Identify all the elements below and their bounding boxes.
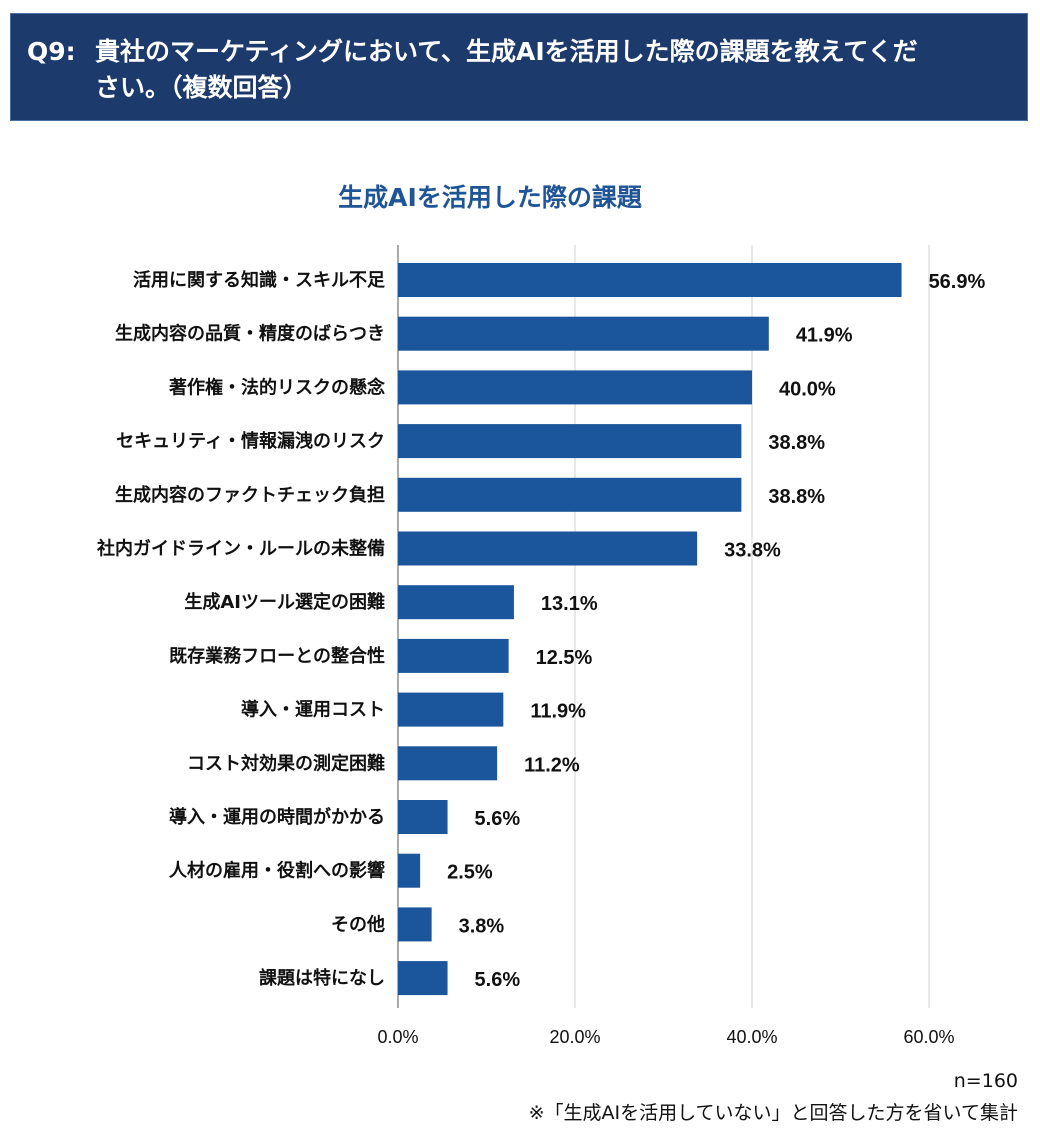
value-label: 3.8% [459,915,505,937]
value-label: 11.9% [530,701,586,723]
x-tick-label: 60.0% [903,1027,954,1047]
value-label: 33.8% [724,540,781,562]
category-label: 導入・運用の時間がかかる [169,806,385,828]
question-text-line1: 貴社のマーケティングにおいて、生成AIを活用した際の課題を教えてくだ [95,37,918,66]
category-label: セキュリティ・情報漏洩のリスク [116,430,385,452]
category-label: コスト対効果の測定困難 [187,752,385,774]
bar [398,531,698,566]
category-label: その他 [331,913,385,935]
category-label: 生成内容のファクトチェック負担 [115,484,385,506]
value-label: 38.8% [768,486,825,508]
bar [398,263,902,297]
x-tick-label: 0.0% [377,1027,418,1047]
category-label: 課題は特になし [259,967,385,989]
bar [398,477,742,512]
category-label: 活用に関する知識・スキル不足 [133,269,385,291]
value-label: 40.0% [779,378,836,400]
bar [398,316,769,351]
question-number: Q9: [27,37,76,66]
bar [398,746,498,781]
category-label: 社内ガイドライン・ルールの未整備 [97,538,385,560]
category-label: 人材の雇用・役割への影響 [169,860,385,882]
value-label: 11.2% [524,754,580,776]
sample-size: n=160 [953,1070,1018,1092]
value-label: 2.5% [447,862,493,884]
bar [398,638,509,673]
x-tick-label: 20.0% [549,1027,600,1047]
category-label: 導入・運用コスト [241,699,385,721]
chart-title: 生成AIを活用した際の課題 [338,183,642,212]
category-label: 生成内容の品質・精度のばらつき [115,323,385,345]
question-header: Q9: 貴社のマーケティングにおいて、生成AIを活用した際の課題を教えてくだ さい… [10,13,1028,121]
value-label: 13.1% [541,593,598,615]
bar [398,692,504,727]
category-label: 著作権・法的リスクの懸念 [168,376,385,398]
footnote: ※「生成AIを活用していない」と回答した方を省いて集計 [528,1102,1018,1124]
value-label: 41.9% [796,325,853,347]
value-label: 5.6% [475,808,521,830]
value-label: 5.6% [475,969,521,991]
value-label: 12.5% [536,647,593,669]
bar [398,370,752,405]
bar [398,853,421,888]
bar [398,424,742,459]
category-label: 生成AIツール選定の困難 [184,591,385,613]
value-label: 38.8% [768,432,825,454]
bar [398,907,432,942]
category-label: 既存業務フローとの整合性 [169,645,385,667]
x-tick-label: 40.0% [726,1027,777,1047]
bar [398,800,448,834]
value-label: 56.9% [929,271,986,293]
bar [398,961,448,996]
question-text-line2: さい。（複数回答） [95,73,308,102]
bar [398,585,514,620]
